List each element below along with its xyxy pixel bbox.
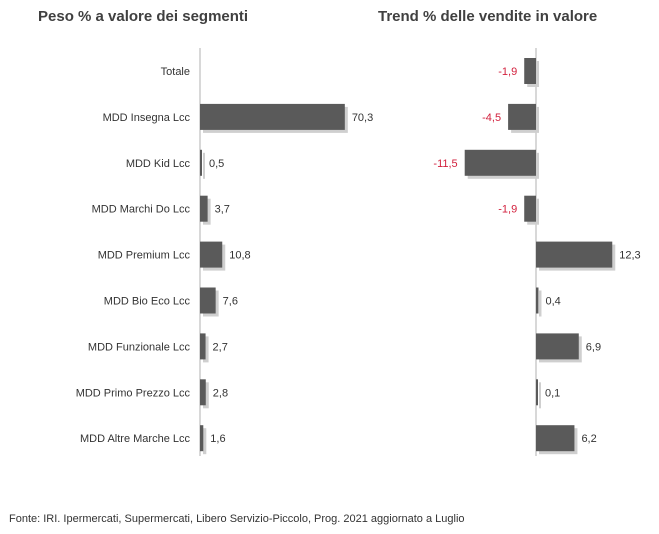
category-label: MDD Premium Lcc xyxy=(98,250,191,262)
right-bar xyxy=(536,333,579,360)
right-bar xyxy=(536,287,539,314)
right-data-label: -11,5 xyxy=(433,158,457,170)
left-bar xyxy=(200,333,206,360)
right-bar xyxy=(536,241,613,268)
right-bar xyxy=(524,195,536,222)
left-bar xyxy=(200,287,216,314)
left-bar xyxy=(200,241,223,268)
category-label: MDD Kid Lcc xyxy=(126,158,191,170)
right-bar-shadow xyxy=(539,290,542,317)
left-data-label: 3,7 xyxy=(215,204,230,216)
left-bar-shadow xyxy=(203,152,205,179)
left-data-label: 2,7 xyxy=(213,341,228,353)
right-bar-shadow xyxy=(539,382,541,409)
category-label: MDD Marchi Do Lcc xyxy=(92,204,191,216)
left-chart-title: Peso % a valore dei segmenti xyxy=(38,8,249,25)
category-label: MDD Insegna Lcc xyxy=(103,112,191,124)
left-bar xyxy=(200,149,202,176)
left-bar xyxy=(200,379,206,406)
right-bar xyxy=(536,379,538,406)
right-bar xyxy=(524,58,536,84)
right-data-label: 12,3 xyxy=(619,250,640,262)
left-data-label: 2,8 xyxy=(213,387,228,399)
left-bar-shadow xyxy=(203,336,209,363)
right-data-label: -4,5 xyxy=(482,112,501,124)
category-label: MDD Altre Marche Lcc xyxy=(80,433,191,445)
left-data-label: 0,5 xyxy=(209,158,224,170)
right-bar xyxy=(536,425,575,452)
category-label: MDD Primo Prezzo Lcc xyxy=(76,387,191,399)
left-data-label: 10,8 xyxy=(229,250,250,262)
right-bar xyxy=(464,149,536,176)
right-data-label: 0,1 xyxy=(545,387,560,399)
right-data-label: 6,9 xyxy=(586,341,601,353)
left-bar xyxy=(200,425,204,452)
left-bar-shadow xyxy=(203,382,209,409)
right-data-label: -1,9 xyxy=(498,204,517,216)
right-chart-title: Trend % delle vendite in valore xyxy=(378,8,598,25)
left-bar xyxy=(200,103,345,130)
right-data-label: -1,9 xyxy=(498,66,517,78)
left-data-label: 7,6 xyxy=(223,296,238,308)
right-data-label: 0,4 xyxy=(545,296,560,308)
left-data-label: 70,3 xyxy=(352,112,373,124)
right-data-label: 6,2 xyxy=(581,433,596,445)
left-bar xyxy=(200,195,208,222)
left-bar-shadow xyxy=(203,428,207,455)
category-label: MDD Bio Eco Lcc xyxy=(104,296,191,308)
right-bar xyxy=(508,103,536,130)
source-footnote: Fonte: IRI. Ipermercati, Supermercati, L… xyxy=(9,513,465,525)
left-data-label: 1,6 xyxy=(210,433,225,445)
category-label: MDD Funzionale Lcc xyxy=(88,341,191,353)
category-label: Totale xyxy=(161,66,190,78)
